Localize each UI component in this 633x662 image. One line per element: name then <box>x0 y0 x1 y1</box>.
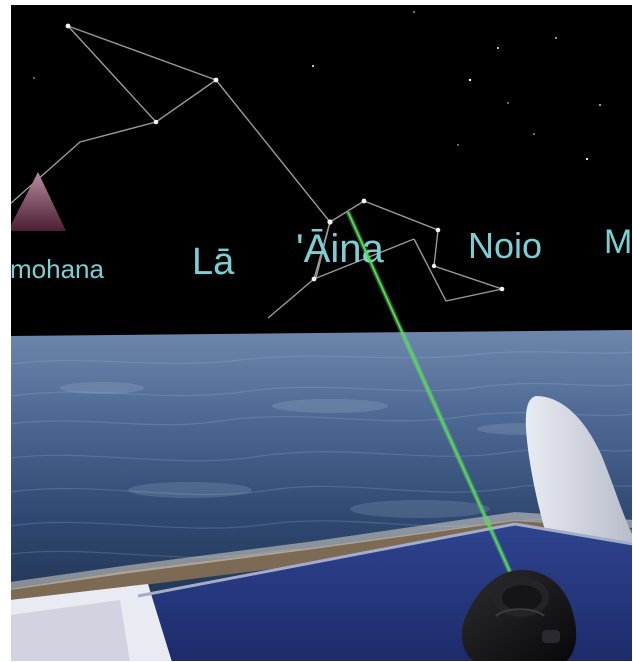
sail-right <box>525 396 633 552</box>
house-label-la: Lā <box>192 241 235 283</box>
house-label-aina: 'Āina <box>296 227 384 271</box>
scene-canvas: mohana Lā 'Āina Noio M <box>10 4 633 662</box>
house-label-noio: Noio <box>468 225 542 266</box>
deck-border <box>137 522 633 598</box>
star-compass-labels: mohana Lā 'Āina Noio M <box>10 223 632 284</box>
night-sky <box>10 4 633 332</box>
pointer-laser-glow <box>345 210 513 574</box>
star-field <box>33 11 601 161</box>
constellation-stars <box>65 23 505 292</box>
direction-marker <box>10 172 66 231</box>
house-label-mohana: mohana <box>10 254 104 284</box>
deck-left-rail-shadow <box>10 600 130 662</box>
pointer-laser <box>347 211 511 573</box>
house-label-m: M <box>604 223 632 261</box>
vr-controller[interactable] <box>461 569 577 662</box>
vr-scene: mohana Lā 'Āina Noio M <box>10 4 633 662</box>
